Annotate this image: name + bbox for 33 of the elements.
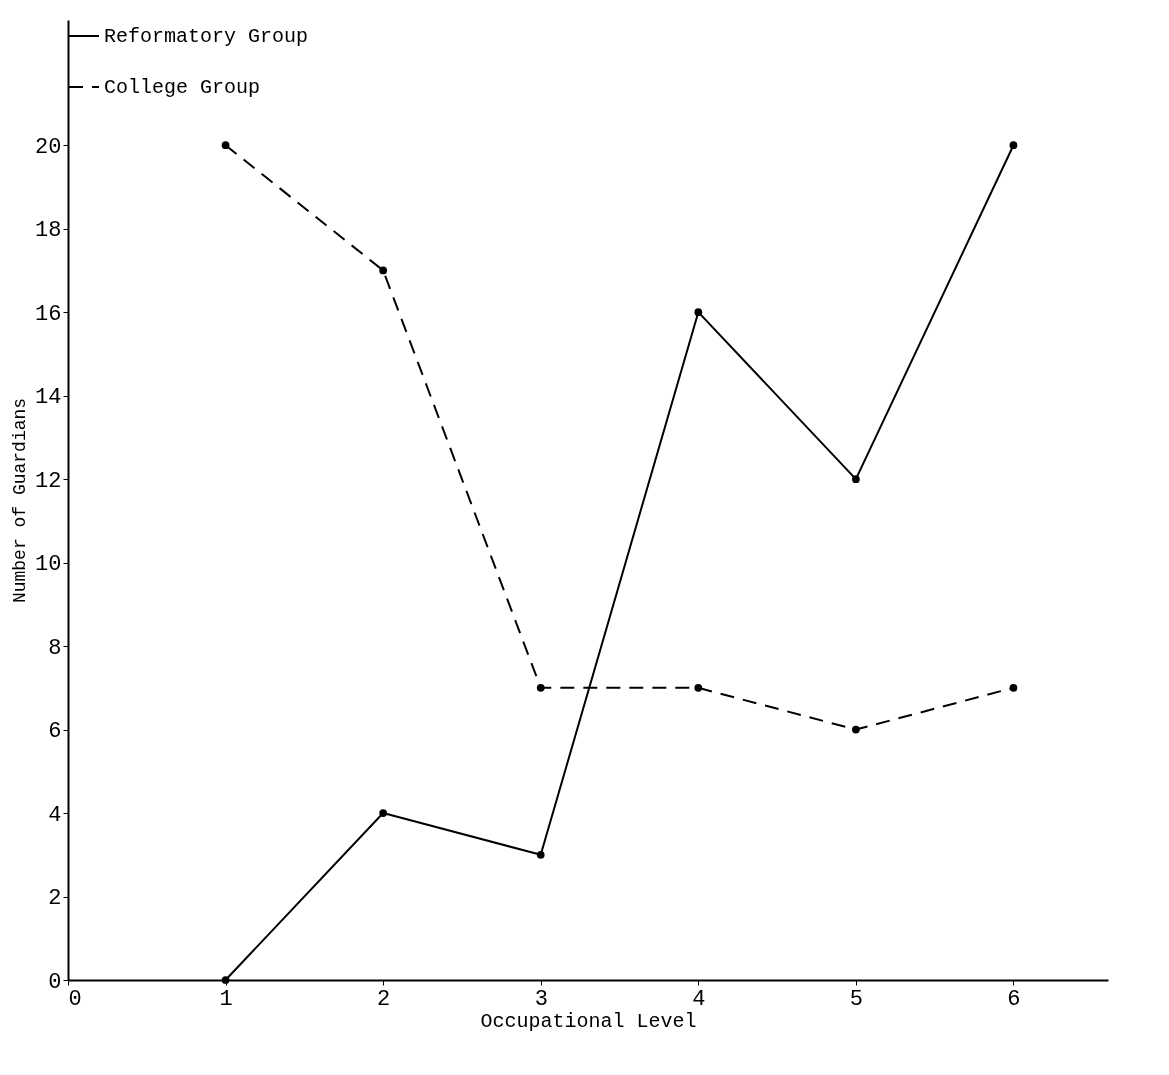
x-tick-label: 1 <box>219 986 233 1012</box>
legend-label: Reformatory Group <box>104 25 309 48</box>
point <box>852 725 860 734</box>
y-tick-label: 10 <box>35 552 62 578</box>
point <box>694 683 703 692</box>
point <box>379 809 388 817</box>
y-tick-label: 16 <box>35 301 62 327</box>
point <box>379 266 388 275</box>
point <box>536 683 545 692</box>
y-tick-label: 18 <box>35 218 62 244</box>
x-tick-label: 0 <box>68 986 82 1012</box>
y-tick-label: 20 <box>35 134 62 160</box>
point <box>221 141 230 150</box>
y-tick-label: 2 <box>48 886 62 912</box>
x-tick-label: 2 <box>377 986 391 1012</box>
x-tick-label: 6 <box>1007 986 1021 1012</box>
y-tick-label: 12 <box>35 468 62 494</box>
point <box>852 475 860 483</box>
y-tick-label: 6 <box>48 719 62 745</box>
x-tick-label: 4 <box>692 986 706 1012</box>
x-tick-label: 5 <box>849 986 863 1012</box>
point <box>694 308 703 317</box>
x-tick-label: 3 <box>534 986 548 1012</box>
y-tick-label: 8 <box>48 635 62 661</box>
y-tick-label: 14 <box>35 385 62 411</box>
y-tick-label: 0 <box>48 969 62 995</box>
legend-label: College Group <box>104 76 261 99</box>
y-axis-title: Number of Guardians <box>10 397 31 604</box>
point <box>1009 141 1018 150</box>
point <box>1009 683 1018 692</box>
point <box>536 850 545 859</box>
y-tick-label: 4 <box>48 802 62 828</box>
x-axis-title: Occupational Level <box>480 1009 697 1033</box>
